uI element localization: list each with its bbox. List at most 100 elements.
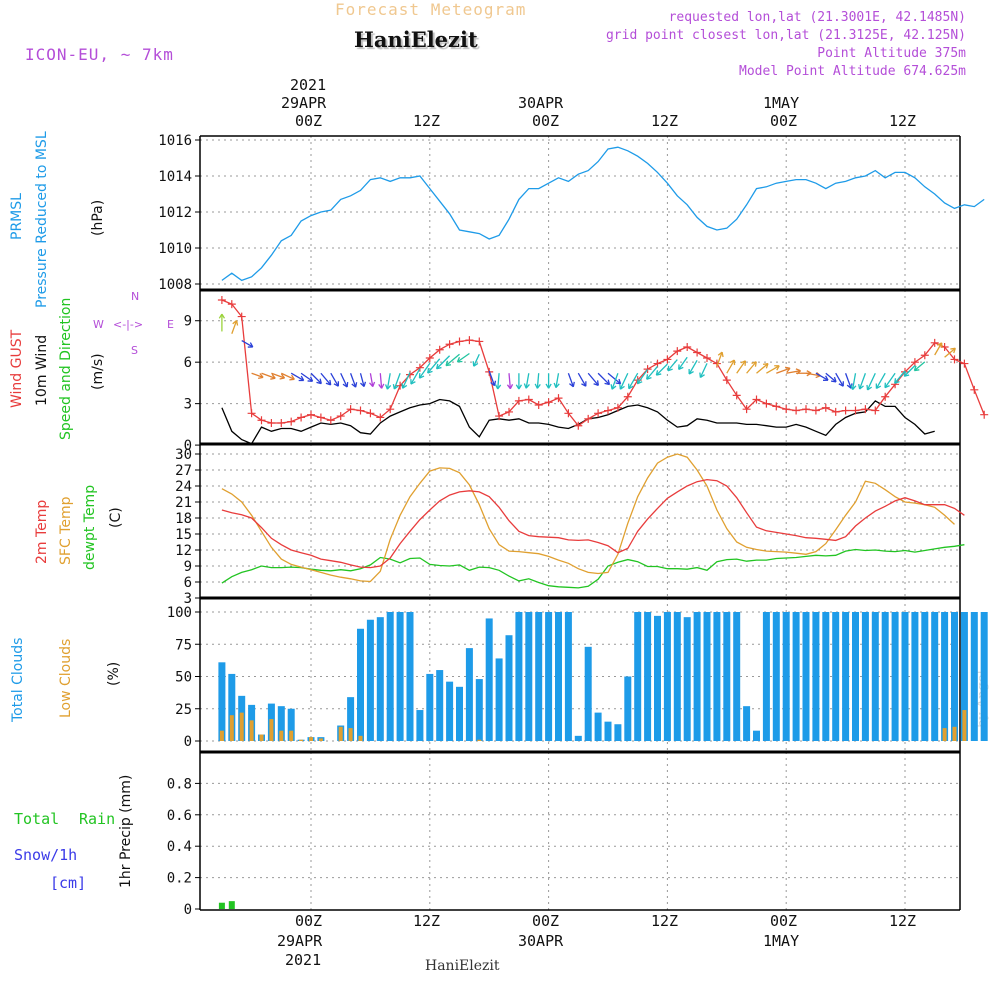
gust-marker xyxy=(475,337,484,346)
y-tick-label: 18 xyxy=(175,511,192,527)
precip-snow-unit: [cm] xyxy=(50,874,87,892)
wind-arrow xyxy=(418,362,431,379)
total-cloud-bar xyxy=(753,730,760,741)
wind-arrow xyxy=(825,372,837,383)
y-tick-label: 6 xyxy=(184,355,192,371)
low-cloud-bar xyxy=(239,712,244,741)
low-cloud-bar xyxy=(318,738,323,741)
y-tick-label: 75 xyxy=(175,637,192,653)
compass-e: E xyxy=(167,318,174,331)
wind-arrow xyxy=(577,372,587,387)
wind-arrow-head xyxy=(368,381,376,388)
wind-arrow-head xyxy=(699,372,705,379)
wind-arrow xyxy=(427,358,441,374)
gust-marker xyxy=(831,407,840,416)
total-cloud-bar xyxy=(891,612,899,741)
wind-arrow-head xyxy=(392,383,399,390)
total-cloud-bar xyxy=(416,710,424,741)
bottom-hour: 12Z xyxy=(413,912,441,930)
wind-arrow xyxy=(393,373,401,390)
low-cloud-bar xyxy=(338,726,343,741)
wind-arrow-head xyxy=(418,373,425,379)
gust-marker xyxy=(792,406,801,415)
low-cloud-bar xyxy=(219,730,224,741)
wind-arrow-head xyxy=(678,364,684,370)
wind-arrow-head xyxy=(762,362,769,369)
gust-marker xyxy=(574,421,583,430)
total-cloud-bar xyxy=(574,735,582,741)
y-tick-label: 0.2 xyxy=(167,871,192,887)
wind-arrow xyxy=(330,372,339,387)
wind-arrow xyxy=(497,373,500,390)
total-cloud-bar xyxy=(832,612,840,741)
gust-marker xyxy=(623,392,632,401)
wind-arrow xyxy=(251,372,264,379)
gust-marker xyxy=(257,416,266,425)
total-cloud-bar xyxy=(624,676,632,741)
total-cloud-bar xyxy=(456,686,463,741)
y-tick-label: 3 xyxy=(184,397,192,413)
wind-arrow-head xyxy=(523,383,530,389)
gust-marker xyxy=(970,385,979,394)
total-cloud-bar xyxy=(525,612,533,741)
temp-2m-line xyxy=(221,478,965,569)
total-cloud-bar xyxy=(812,612,820,741)
wind-arrow xyxy=(646,365,658,380)
gust-marker xyxy=(505,407,513,416)
gust-marker xyxy=(534,401,543,410)
wind-arrow-head xyxy=(894,378,900,384)
y-tick-label: 0.4 xyxy=(167,839,192,855)
model-label: ICON-EU, ~ 7km xyxy=(25,45,174,64)
gust-marker xyxy=(237,312,246,321)
low-cloud-bar xyxy=(962,710,967,741)
total-cloud-bar xyxy=(584,646,592,741)
wind-arrow xyxy=(866,372,876,391)
gust-marker xyxy=(346,405,355,414)
wind-arrow-head xyxy=(903,371,910,377)
bottom-day-1may: 1MAY xyxy=(763,932,800,950)
wind-arrow-head xyxy=(270,373,276,380)
wind-arrow-head xyxy=(307,376,314,382)
gust-marker xyxy=(613,403,622,412)
wind-arrow-head xyxy=(316,378,322,385)
top-hour: 12Z xyxy=(651,112,679,130)
total-cloud-bar xyxy=(713,612,721,741)
gust-marker xyxy=(584,414,593,423)
gust-marker xyxy=(277,418,286,427)
wind-arrow xyxy=(231,320,238,334)
total-cloud-bar xyxy=(772,612,780,741)
wind-arrow xyxy=(716,351,723,367)
total-cloud-bar xyxy=(703,612,711,741)
total-cloud-bar xyxy=(733,612,741,741)
wind-arrow xyxy=(386,373,391,390)
gust-marker xyxy=(881,392,890,401)
wind-arrow xyxy=(746,361,757,374)
gust-marker xyxy=(762,399,771,408)
dewpt-line xyxy=(221,544,965,589)
wind-arrow xyxy=(894,370,906,384)
wind-arrow xyxy=(786,370,801,374)
gust-marker xyxy=(802,405,810,414)
total-cloud-bar xyxy=(970,612,978,741)
total-cloud-bar xyxy=(901,612,909,741)
wind-arrow xyxy=(859,373,867,390)
bottom-hour: 00Z xyxy=(295,912,323,930)
wind-arrow-head xyxy=(410,379,416,385)
gust-marker xyxy=(643,365,652,374)
wind-arrow-head xyxy=(218,313,226,319)
footer-location: HaniElezit xyxy=(425,958,500,974)
gust-marker xyxy=(386,405,395,414)
wind-10m-line xyxy=(221,398,935,445)
gust-marker xyxy=(910,358,919,367)
wind-arrow xyxy=(379,373,383,389)
wind-arrow-head xyxy=(729,359,736,366)
y-tick-label: 1010 xyxy=(158,241,192,257)
total-cloud-bar xyxy=(277,706,285,741)
total-cloud-bar xyxy=(842,612,850,741)
wind-arrow xyxy=(369,373,374,387)
wind-arrow xyxy=(851,373,857,390)
wind-arrow-head xyxy=(950,347,956,354)
wind-arrow-head xyxy=(298,375,305,382)
model-altitude: Model Point Altitude 674.625m xyxy=(739,64,966,79)
